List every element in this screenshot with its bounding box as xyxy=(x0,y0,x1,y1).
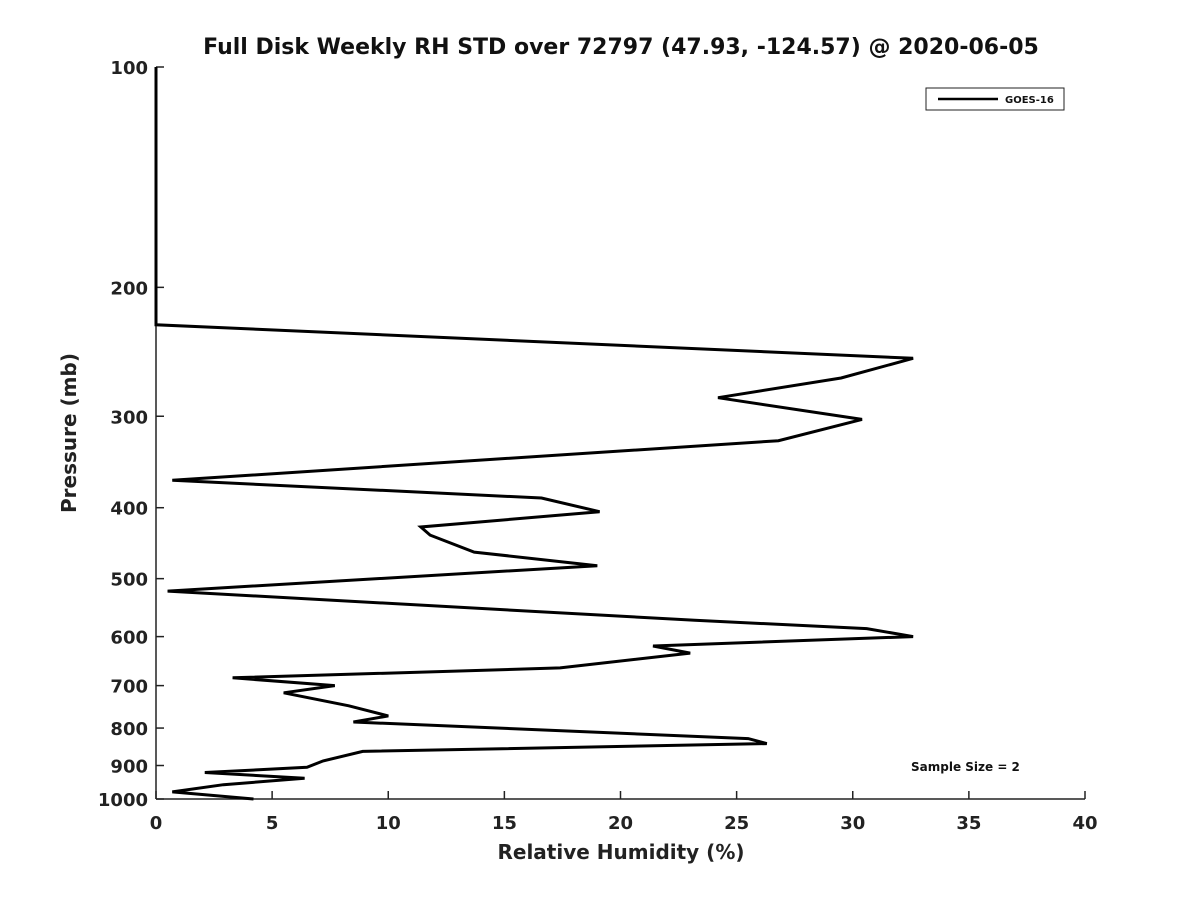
y-tick-label: 1000 xyxy=(98,790,148,811)
chart-title: Full Disk Weekly RH STD over 72797 (47.9… xyxy=(203,35,1039,60)
y-tick-label: 500 xyxy=(110,570,148,591)
x-tick-label: 35 xyxy=(956,813,981,834)
y-tick-label: 600 xyxy=(110,628,148,649)
x-tick-label: 25 xyxy=(724,813,749,834)
y-axis-label: Pressure (mb) xyxy=(57,353,81,513)
legend-label: GOES-16 xyxy=(1005,95,1054,106)
x-tick-label: 5 xyxy=(266,813,279,834)
x-tick-label: 10 xyxy=(376,813,401,834)
legend: GOES-16 xyxy=(925,87,1065,111)
sample-size-annotation: Sample Size = 2 xyxy=(911,760,1020,774)
series-line-goes-16 xyxy=(154,67,914,801)
x-tick-label: 20 xyxy=(608,813,633,834)
y-tick-label: 400 xyxy=(110,499,148,520)
y-tick-label: 100 xyxy=(110,58,148,79)
x-tick-label: 40 xyxy=(1072,813,1097,834)
x-axis: 0 5 10 15 20 25 30 35 40 xyxy=(150,791,1098,834)
x-tick-label: 30 xyxy=(840,813,865,834)
x-axis-label: Relative Humidity (%) xyxy=(497,840,744,864)
y-tick-label: 300 xyxy=(110,407,148,428)
y-tick-label: 800 xyxy=(110,719,148,740)
x-tick-label: 0 xyxy=(150,813,163,834)
y-tick-label: 900 xyxy=(110,757,148,778)
y-tick-label: 200 xyxy=(110,278,148,299)
x-tick-label: 15 xyxy=(492,813,517,834)
y-axis: 100 200 300 400 500 600 700 800 900 1000 xyxy=(98,58,164,811)
y-tick-label: 700 xyxy=(110,677,148,698)
series-layer xyxy=(154,67,914,801)
